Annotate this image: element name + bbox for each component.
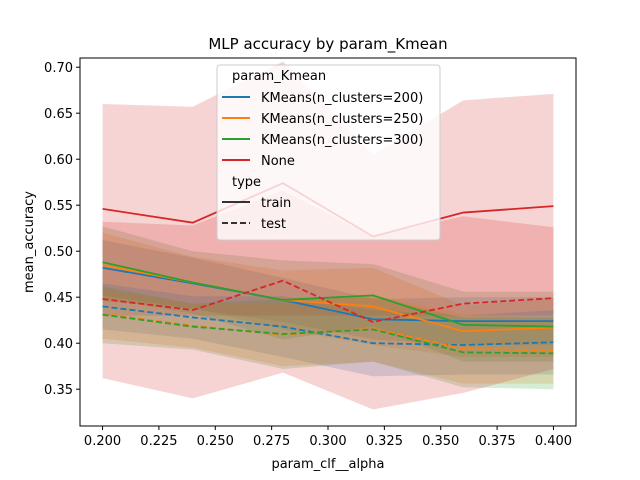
series-line-test-7 [102,279,554,323]
legend-style-title: type [232,175,261,190]
y-tick-label: 0.50 [44,245,73,260]
x-tick-label: 0.400 [535,434,572,449]
ci-band-test-4 [102,283,554,377]
legend-entry-kmeans-200: KMeans(n_clusters=200) [261,91,423,106]
ci-band-test-7 [102,190,554,410]
y-tick-label: 0.65 [44,107,73,122]
legend-entry-test: test [261,217,286,232]
y-tick-label: 0.60 [44,153,73,168]
x-tick-label: 0.375 [478,434,515,449]
x-axis: 0.200 0.225 0.250 0.275 0.300 0.325 0.350 0.375… [84,426,572,449]
legend-entry-kmeans-250: KMeans(n_clusters=250) [261,112,423,127]
ci-band-train-0 [102,240,554,346]
ci-band-train-2 [102,226,554,362]
legend-entry-none: None [261,154,295,169]
series-lines [102,182,554,355]
x-tick-label: 0.250 [197,434,234,449]
x-tick-label: 0.325 [366,434,403,449]
y-tick-label: 0.40 [44,337,73,352]
legend: param_Kmean KMeans(n_clusters=200) KMean… [216,64,441,241]
legend-box [216,64,441,241]
x-tick-label: 0.200 [84,434,121,449]
series-line-test-4 [102,305,554,346]
series-line-train-2 [102,261,554,328]
y-axis-label: mean_accuracy [22,191,37,293]
chart-title: MLP accuracy by param_Kmean [208,35,447,54]
ci-band-test-5 [102,288,554,384]
series-line-train-0 [102,266,554,323]
series-line-test-6 [102,313,554,355]
y-tick-label: 0.45 [44,291,73,306]
legend-entry-kmeans-300: KMeans(n_clusters=300) [261,133,423,148]
y-tick-label: 0.55 [44,199,73,214]
ci-band-test-6 [102,286,554,390]
x-tick-label: 0.350 [422,434,459,449]
x-axis-label: param_clf__alpha [271,457,384,472]
y-tick-label: 0.70 [44,61,73,76]
x-tick-label: 0.225 [140,434,177,449]
x-tick-label: 0.300 [309,434,346,449]
x-tick-label: 0.275 [253,434,290,449]
legend-entry-train: train [261,196,291,211]
y-tick-label: 0.35 [44,383,73,398]
y-axis: 0.35 0.40 0.45 0.50 0.55 0.60 0.65 0.70 [44,61,80,398]
legend-hue-title: param_Kmean [232,69,326,84]
